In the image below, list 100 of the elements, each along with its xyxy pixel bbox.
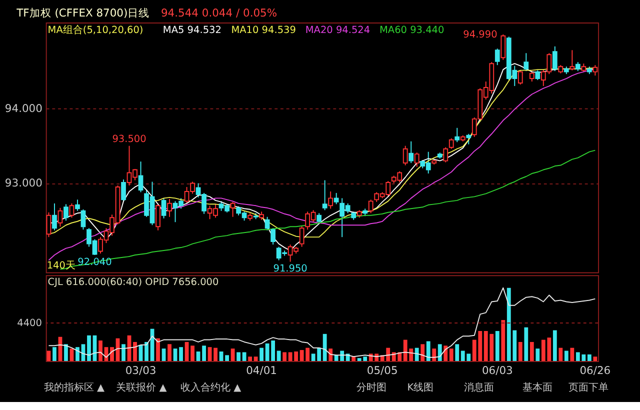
candlestick: [443, 146, 448, 163]
bar: [432, 348, 436, 361]
annotation: 91.950: [273, 264, 308, 275]
bar: [179, 347, 183, 361]
text: 收入合约化 ▲: [180, 381, 242, 394]
x-tick-label: 06/03: [482, 364, 513, 378]
bar: [202, 346, 206, 361]
candlestick: [121, 179, 126, 202]
text: 页面下单: [568, 381, 608, 394]
bar: [322, 334, 327, 361]
candlestick: [408, 140, 414, 164]
bar: [144, 342, 148, 361]
bar: [328, 348, 333, 361]
annotation: 94.990: [463, 29, 498, 40]
candlestick: [552, 46, 558, 72]
candlestick: [156, 202, 160, 231]
bar: [254, 356, 258, 361]
y-tick-label: 93.000: [4, 176, 43, 190]
chart-subtitle: 94.544 0.044 / 0.05%: [160, 6, 278, 20]
candlestick: [402, 145, 408, 166]
bar: [455, 344, 460, 361]
annotation: 93.500: [112, 134, 146, 145]
bar: [282, 352, 287, 361]
bar: [110, 347, 114, 361]
candlestick: [414, 152, 420, 168]
bar: [196, 351, 200, 361]
chart-title: CJL 616.000(60:40) OPID 7656.000: [48, 276, 219, 288]
bar: [64, 344, 68, 361]
candlestick: [161, 198, 166, 219]
legend-title: MA组合(5,10,20,60): [48, 24, 144, 36]
bar: [593, 356, 598, 361]
bar: [133, 342, 137, 361]
candlestick: [334, 192, 339, 205]
text: 消息面: [464, 381, 494, 394]
text: 我的指标区 ▲: [44, 381, 105, 394]
text: K线图: [407, 381, 434, 394]
bar: [518, 342, 522, 361]
bar: [184, 342, 189, 361]
x-tick-label: 04/01: [246, 364, 277, 378]
candlestick: [529, 70, 534, 82]
candlestick: [448, 138, 454, 150]
bar: [352, 356, 356, 361]
text: MA20 94.524: [305, 25, 370, 36]
candlestick: [270, 228, 276, 246]
bar: [570, 348, 574, 361]
candlestick: [535, 70, 540, 81]
bar: [98, 340, 102, 361]
bar: [236, 352, 240, 361]
x-tick-label: 05/05: [366, 364, 398, 378]
y-tick-label: 94.000: [4, 102, 43, 115]
candlestick: [322, 180, 328, 211]
bar: [524, 327, 528, 361]
bar: [242, 352, 246, 361]
text: MA5 94.532: [162, 25, 222, 36]
bar: [414, 348, 419, 361]
text: 基本面: [522, 381, 553, 394]
candlestick: [518, 70, 523, 86]
candlestick: [230, 201, 236, 218]
candlestick: [570, 50, 575, 71]
candlestick: [138, 161, 144, 193]
candlestick: [368, 199, 374, 214]
bar: [587, 354, 592, 361]
bar: [449, 348, 454, 361]
bar: [420, 344, 425, 361]
candlestick: [167, 198, 172, 218]
candlestick: [75, 199, 80, 212]
x-tick-label: 03/03: [125, 364, 156, 378]
candlestick: [264, 216, 270, 231]
chart-title: TF加权 (CFFEX 8700)日线: [16, 6, 150, 20]
bar: [558, 348, 563, 361]
bar: [208, 347, 212, 361]
bar: [122, 344, 126, 361]
candlestick: [46, 212, 52, 238]
candlestick: [494, 48, 500, 66]
bar: [76, 347, 80, 361]
candlestick: [299, 225, 304, 248]
candlestick: [592, 64, 598, 76]
bar: [276, 350, 281, 361]
bar: [52, 347, 56, 361]
bar: [530, 342, 534, 361]
candlestick: [52, 202, 57, 231]
bar: [248, 356, 252, 361]
bar: [444, 346, 448, 361]
x-tick-label: 06/26: [580, 364, 611, 378]
candlestick: [328, 190, 334, 210]
bar: [564, 350, 568, 361]
candlestick: [69, 202, 74, 218]
candlestick: [80, 208, 86, 230]
bar: [168, 344, 172, 361]
bar: [214, 348, 218, 361]
bar: [426, 341, 430, 361]
candlestick: [58, 207, 63, 228]
bar: [536, 348, 540, 361]
candlestick: [466, 133, 472, 145]
bar: [495, 331, 500, 361]
candlestick: [64, 204, 68, 222]
text: 4400: [17, 318, 42, 329]
bar: [190, 346, 194, 361]
bar: [225, 355, 229, 361]
bar: [438, 344, 442, 361]
